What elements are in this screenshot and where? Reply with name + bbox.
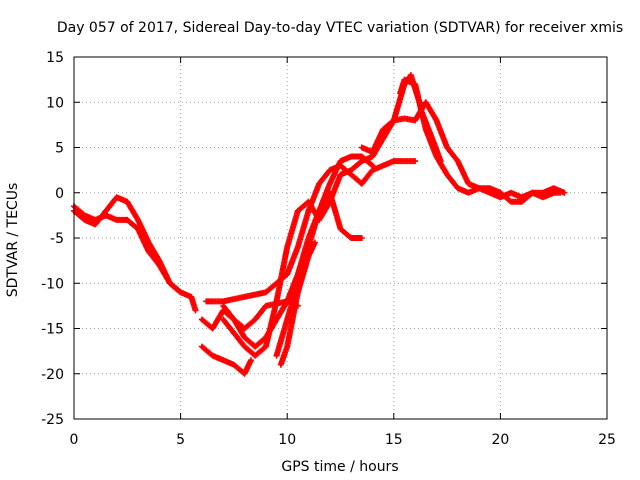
data-point-marker xyxy=(177,289,184,296)
data-point-marker xyxy=(358,235,365,241)
series-track-k xyxy=(397,76,444,165)
x-tick-label: 10 xyxy=(278,432,296,448)
data-point-marker xyxy=(192,307,199,314)
y-tick-label: -10 xyxy=(41,276,64,292)
x-tick-label: 5 xyxy=(176,432,185,448)
series-track-j xyxy=(358,99,568,201)
y-tick-label: -5 xyxy=(50,231,64,247)
x-tick-label: 15 xyxy=(385,432,403,448)
series-track-b xyxy=(71,194,184,296)
data-point-marker xyxy=(412,158,419,165)
y-axis-label: SDTVAR / TECUs xyxy=(5,183,21,298)
data-markers xyxy=(71,72,568,377)
y-tick-label: 15 xyxy=(46,50,64,66)
data-point-marker xyxy=(368,161,375,168)
x-tick-label: 0 xyxy=(70,432,79,448)
x-tick-label: 25 xyxy=(598,432,616,448)
y-tick-label: 0 xyxy=(55,186,64,202)
series-track-g xyxy=(273,189,365,359)
x-axis-label: GPS time / hours xyxy=(281,459,398,475)
data-point-marker xyxy=(561,189,568,196)
data-point-marker xyxy=(247,357,254,364)
y-tick-label: -20 xyxy=(41,367,64,383)
axis-ticks: 0 5 10 15 20 25 -25 -20 -15 -10 -5 0 5 10 15 xyxy=(41,50,616,448)
data-point-marker xyxy=(437,158,444,165)
series-track-e xyxy=(198,343,254,377)
data-point-marker xyxy=(311,239,318,246)
y-tick-label: -15 xyxy=(41,322,64,338)
y-tick-label: 10 xyxy=(46,95,64,111)
series-track-h xyxy=(277,239,318,368)
data-point-marker xyxy=(176,288,183,295)
y-tick-label: -25 xyxy=(41,412,64,428)
y-tick-label: 5 xyxy=(55,141,64,157)
chart-title: Day 057 of 2017, Sidereal Day-to-day VTE… xyxy=(57,20,623,36)
x-tick-label: 20 xyxy=(491,432,509,448)
